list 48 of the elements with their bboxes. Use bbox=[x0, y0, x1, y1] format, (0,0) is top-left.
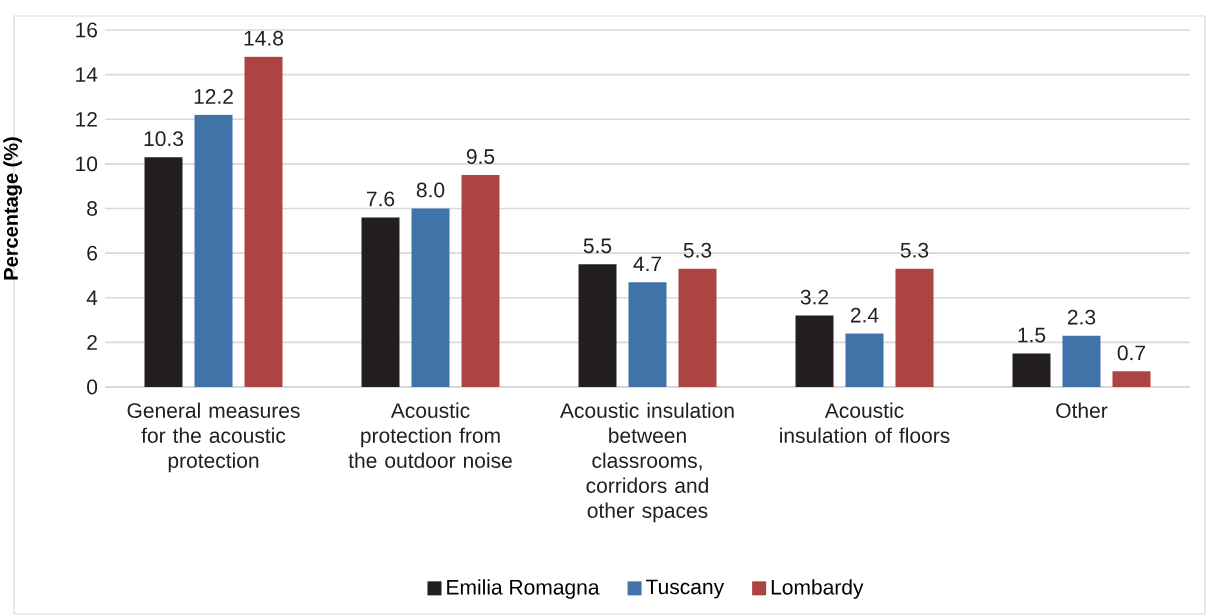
bar bbox=[411, 208, 450, 387]
data-label: 1.5 bbox=[1018, 327, 1046, 343]
y-tick-label: 2 bbox=[87, 335, 97, 350]
data-label: 12.2 bbox=[194, 89, 233, 104]
data-label: 2.4 bbox=[850, 307, 879, 323]
bar bbox=[895, 268, 934, 387]
data-label: 8.0 bbox=[416, 182, 445, 198]
y-tick-label: 10 bbox=[76, 156, 98, 172]
y-tick-label: 4 bbox=[86, 290, 98, 305]
data-label: 4.7 bbox=[633, 256, 662, 272]
data-label: 5.3 bbox=[683, 242, 712, 258]
y-tick-label: 6 bbox=[87, 245, 98, 261]
data-label: 10.3 bbox=[144, 131, 184, 147]
data-label: 9.5 bbox=[466, 149, 495, 164]
data-label: 5.5 bbox=[583, 238, 612, 254]
bar bbox=[244, 56, 283, 387]
bar bbox=[361, 217, 400, 387]
bar bbox=[628, 282, 667, 387]
bar bbox=[1062, 335, 1101, 387]
y-axis-title: Percentage (%) bbox=[3, 137, 22, 280]
data-label: 5.3 bbox=[900, 242, 929, 258]
bar bbox=[1012, 353, 1051, 387]
x-tick-label: Acoustic insulation of floors bbox=[780, 402, 950, 444]
bar bbox=[1112, 371, 1151, 387]
data-label: 0.7 bbox=[1117, 345, 1146, 361]
data-label: 14.8 bbox=[244, 30, 284, 46]
y-tick-label: 8 bbox=[87, 201, 98, 216]
bar bbox=[578, 264, 617, 387]
data-label: 2.3 bbox=[1067, 309, 1096, 325]
data-label: 3.2 bbox=[800, 289, 829, 305]
data-label: 7.6 bbox=[366, 191, 395, 207]
legend-label: Tuscany bbox=[646, 579, 725, 599]
bar bbox=[678, 268, 717, 387]
y-tick-label: 14 bbox=[76, 67, 98, 82]
y-tick-label: 0 bbox=[87, 379, 98, 395]
bar bbox=[194, 114, 233, 387]
legend-label: Emilia Romagna bbox=[447, 579, 600, 599]
x-tick-label: Other bbox=[1056, 402, 1108, 419]
bar bbox=[144, 157, 183, 387]
y-tick-label: 16 bbox=[76, 22, 98, 38]
bar bbox=[845, 333, 884, 387]
legend-label: Lombardy bbox=[771, 579, 864, 599]
bar bbox=[795, 315, 834, 387]
x-tick-label: Acoustic protection from the outdoor noise bbox=[348, 402, 512, 469]
y-tick-label: 12 bbox=[76, 111, 97, 127]
bar bbox=[461, 175, 500, 387]
x-tick-label: Acoustic insulation between classrooms, corridors and other spaces bbox=[559, 402, 734, 523]
x-tick-label: General measures for the acoustic protection bbox=[127, 402, 300, 473]
